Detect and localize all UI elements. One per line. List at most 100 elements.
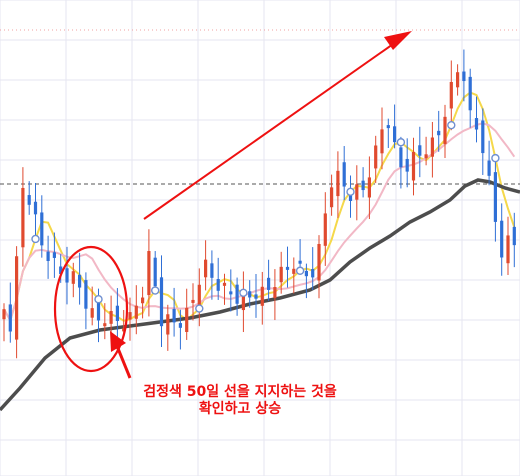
candle-body <box>40 212 44 246</box>
candle-body <box>248 291 252 298</box>
candle-body <box>355 184 359 200</box>
candle-body <box>2 309 6 320</box>
candle-body <box>393 126 397 143</box>
candle-body <box>84 280 88 309</box>
candle-body <box>273 287 277 299</box>
candle-body <box>285 266 290 270</box>
candle-body <box>216 279 220 291</box>
candle-body <box>411 152 416 181</box>
candle-body <box>229 291 233 295</box>
candles <box>2 49 516 359</box>
candle-body <box>380 129 384 154</box>
candle-body <box>65 268 69 283</box>
candle-body <box>399 147 403 168</box>
annotation-text: 검정색 50일 선을 지지하는 것을 확인하고 상승 <box>100 384 380 418</box>
trend-arrow-shaft <box>143 41 397 220</box>
candle-body <box>437 130 441 136</box>
ma-marker <box>195 304 204 313</box>
support-ellipse <box>53 245 129 373</box>
candle-body <box>336 170 340 197</box>
candle-body <box>78 274 82 288</box>
ma-mid-line <box>3 122 516 323</box>
ma-marker <box>94 295 103 304</box>
candle-body <box>141 297 145 304</box>
candle-body <box>8 304 12 332</box>
candle-body <box>386 125 390 129</box>
candle-body <box>46 251 50 261</box>
candle-body <box>59 266 63 275</box>
ma-50-line <box>0 178 520 412</box>
candle-body <box>128 312 132 320</box>
candle-body <box>298 260 302 264</box>
candle-body <box>185 307 189 333</box>
candle-body <box>500 220 504 258</box>
candle-body <box>493 172 497 222</box>
annotation-line-1: 검정색 50일 선을 지지하는 것을 <box>143 384 337 400</box>
candle-body <box>374 145 378 169</box>
candle-body <box>21 187 25 248</box>
candle-body <box>222 282 227 286</box>
candle-body <box>330 187 334 208</box>
candle-body <box>235 284 239 304</box>
candle-body <box>103 323 107 327</box>
candle-body <box>506 235 510 264</box>
candle-body <box>342 162 346 187</box>
candle-body <box>33 201 38 215</box>
candle-body <box>159 277 164 327</box>
candle-body <box>323 213 327 246</box>
candle-body <box>348 192 353 201</box>
candle-body <box>279 266 283 283</box>
candle-body <box>367 177 371 198</box>
reference-lines <box>0 29 520 185</box>
candle-body <box>122 328 126 332</box>
ma-marker <box>346 187 355 197</box>
candle-body <box>456 72 460 88</box>
candle-body <box>361 180 365 191</box>
candle-body <box>204 259 208 278</box>
markers <box>31 120 500 313</box>
candle-body <box>115 305 119 322</box>
candle-body <box>317 243 321 281</box>
ma-marker <box>295 266 305 275</box>
candle-body <box>424 154 428 159</box>
candle-body <box>191 299 195 303</box>
annotation-line-2: 확인하고 상승 <box>198 401 282 417</box>
candle-body <box>430 137 434 157</box>
candle-body <box>134 305 138 319</box>
candle-body <box>418 145 422 156</box>
candle-body <box>27 195 31 205</box>
ma-marker <box>491 153 500 163</box>
moving-averages <box>0 91 520 412</box>
candle-body <box>292 268 296 274</box>
candle-body <box>52 252 56 258</box>
ma-marker <box>31 234 40 244</box>
candle-body <box>210 263 214 278</box>
candle-body <box>260 286 264 306</box>
ma-marker <box>396 138 406 147</box>
trend-arrow-head <box>384 31 412 50</box>
candle-body <box>178 323 182 328</box>
annotations <box>53 31 412 379</box>
candle-body <box>304 270 308 277</box>
candle-body <box>443 116 447 145</box>
candle-body <box>468 76 472 111</box>
candle-body <box>90 308 94 318</box>
candle-body <box>481 120 485 154</box>
candle-body <box>462 71 466 82</box>
candle-body <box>96 300 101 321</box>
candle-body <box>449 81 453 109</box>
ma-marker <box>150 286 160 295</box>
candle-body <box>311 269 315 278</box>
candle-body <box>254 294 258 299</box>
candle-body <box>172 308 176 323</box>
candle-body <box>15 256 19 340</box>
candle-body <box>487 160 491 176</box>
candle-body <box>71 271 75 284</box>
candle-body <box>512 226 516 246</box>
support-arrow-head <box>110 331 126 352</box>
candle-body <box>147 251 151 296</box>
ma-marker <box>447 120 456 130</box>
candle-body <box>166 314 170 335</box>
